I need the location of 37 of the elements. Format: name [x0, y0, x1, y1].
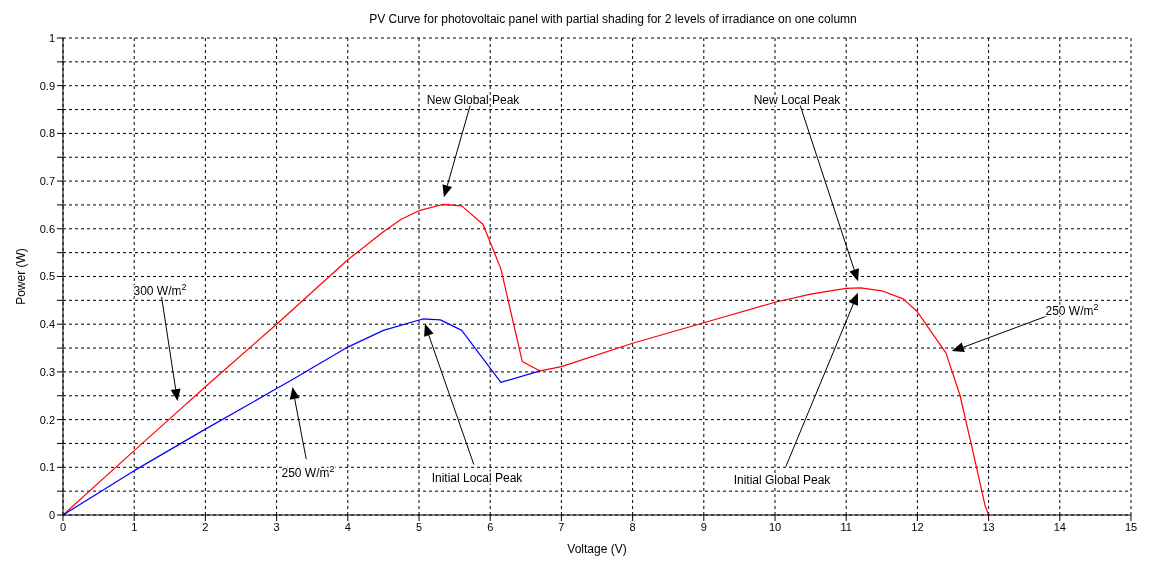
x-tick-label: 3 [273, 520, 280, 533]
x-tick-label: 6 [487, 520, 494, 533]
x-tick-label: 5 [415, 520, 423, 533]
y-tick-label: 0.4 [39, 318, 55, 331]
y-tick-label: 0 [48, 508, 55, 521]
chart-title: PV Curve for photovoltaic panel with partial shading for 2 levels of irradiance on one column [369, 12, 857, 26]
y-tick-label: 0.2 [39, 413, 55, 426]
x-tick-label: 9 [700, 520, 707, 533]
y-tick-label: 0.3 [39, 365, 55, 378]
x-tick-label: 11 [840, 520, 852, 533]
y-tick-label: 0.8 [39, 127, 55, 140]
x-tick-label: 12 [911, 520, 924, 533]
annotation: New Global Peak [426, 93, 521, 107]
x-axis-title: Voltage (V) [567, 542, 627, 556]
y-tick-label: 0.7 [39, 175, 55, 188]
annotation: New Local Peak [753, 93, 842, 107]
y-axis-title: Power (W) [14, 248, 29, 305]
x-tick-label: 1 [131, 520, 138, 533]
y-tick-label: 0.9 [39, 79, 55, 92]
annotation: Initial Local Peak [431, 471, 524, 485]
line-series [63, 318, 541, 515]
x-tick-label: 4 [344, 520, 351, 533]
annotation: 300 W/m$^{2}$ [133, 282, 187, 298]
x-tick-label: 2 [202, 520, 209, 533]
x-tick-label: 7 [558, 520, 565, 533]
x-tick-label: 14 [1053, 520, 1066, 533]
x-tick-label: 15 [1124, 520, 1138, 533]
x-tick-label: 0 [59, 520, 67, 533]
y-tick-label: 0.6 [39, 222, 55, 235]
annotation: Initial Global Peak [733, 473, 832, 487]
x-tick-label: 13 [982, 520, 995, 533]
y-tick-label: 0.1 [39, 461, 55, 474]
line-series [63, 203, 990, 515]
x-tick-label: 10 [768, 520, 782, 533]
x-tick-label: 8 [629, 520, 636, 533]
y-tick-label: 1 [48, 31, 55, 44]
y-tick-label: 0.5 [39, 270, 55, 283]
